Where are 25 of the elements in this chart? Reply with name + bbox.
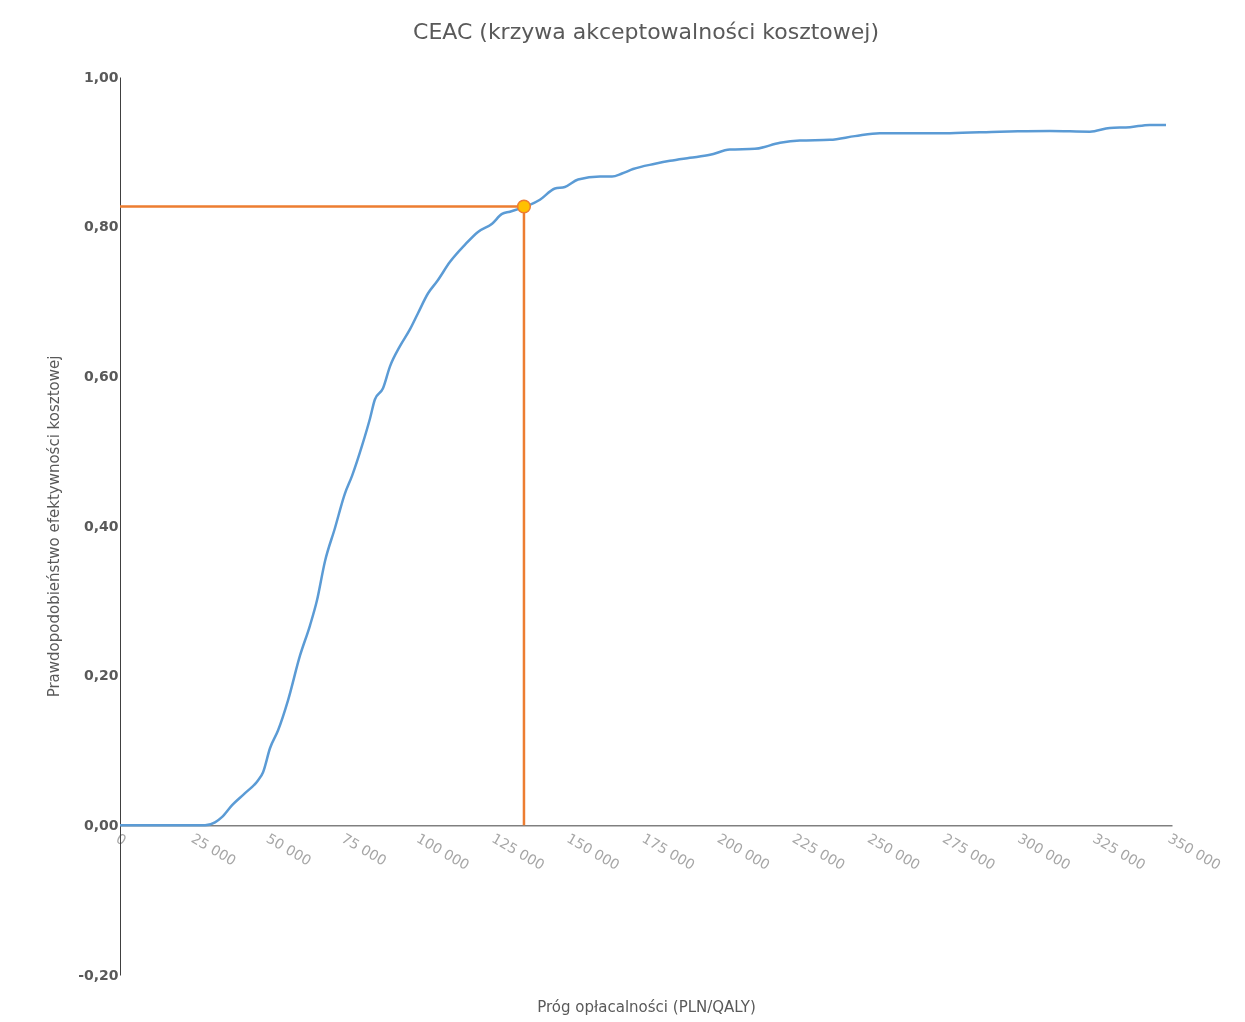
x-tick-label: 50 000 xyxy=(263,830,315,869)
x-tick-label: 75 000 xyxy=(338,830,390,869)
y-axis-title: Prawdopodobieństwo efektywności kosztowej xyxy=(45,355,64,698)
line-series xyxy=(120,123,1168,827)
x-tick-label: 275 000 xyxy=(940,830,999,873)
y-tick-label: 1,00 xyxy=(83,68,119,85)
x-tick-label: 350 000 xyxy=(1165,830,1224,873)
x-tick-label: 200 000 xyxy=(714,830,773,873)
x-tick-label: 150 000 xyxy=(564,830,623,873)
y-tick-label: 0,60 xyxy=(83,367,119,384)
x-tick-label: 300 000 xyxy=(1015,830,1074,873)
y-tick-label: 0,80 xyxy=(83,218,119,235)
x-tick-label: 125 000 xyxy=(489,830,548,873)
x-tick-label: 250 000 xyxy=(864,830,924,873)
y-tick-label: 0,00 xyxy=(83,816,119,833)
y-tick-label: 0,20 xyxy=(83,667,119,684)
x-tick-label: 100 000 xyxy=(414,830,473,873)
x-tick-label: 25 000 xyxy=(188,830,240,869)
x-axis-title: Próg opłacalności (PLN/QALY) xyxy=(537,997,756,1016)
x-tick-label: 225 000 xyxy=(789,830,848,873)
chart-title: CEAC (krzywa akceptowalności kosztowej) xyxy=(413,19,879,44)
x-tick-label: 175 000 xyxy=(639,830,698,873)
x-tick-label: 325 000 xyxy=(1090,830,1149,873)
y-tick-label: -0,20 xyxy=(78,966,119,983)
y-tick-label: 0,40 xyxy=(83,517,119,534)
